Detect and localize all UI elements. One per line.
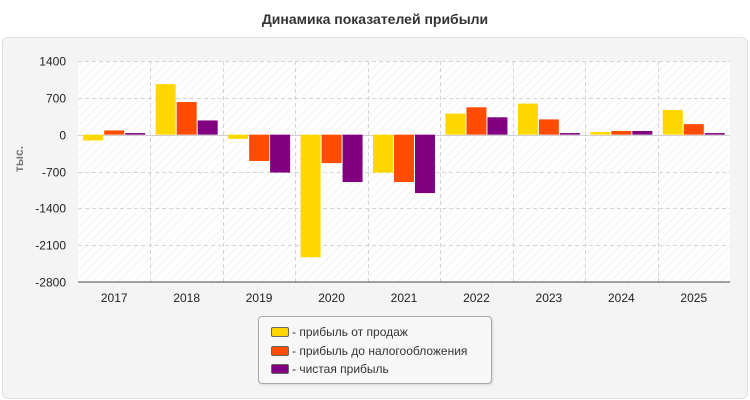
bar-2025-series-1 xyxy=(662,109,683,135)
x-tick-label: 2025 xyxy=(680,291,707,305)
x-tick-label: 2018 xyxy=(173,291,200,305)
x-tick-label: 2020 xyxy=(318,291,345,305)
bar-2020-series-2 xyxy=(321,134,342,164)
y-tick-label: -2100 xyxy=(35,239,66,253)
bar-2018-series-2 xyxy=(176,102,197,135)
y-tick-label: 700 xyxy=(46,92,66,106)
legend-item-pretax-profit: прибыль до налогообложения xyxy=(271,343,467,359)
bar-2021-series-3 xyxy=(415,134,435,194)
y-tick-label: 0 xyxy=(59,129,66,143)
bar-2020-series-3 xyxy=(342,134,363,183)
bar-2022-series-2 xyxy=(466,107,487,135)
x-tick-label: 2023 xyxy=(536,291,563,305)
y-tick-label: -1400 xyxy=(35,202,66,216)
bar-2019-series-3 xyxy=(270,134,291,173)
legend-swatch-net-profit xyxy=(271,364,289,374)
bar-2021-series-2 xyxy=(394,134,414,183)
legend-swatch-sales-profit xyxy=(271,327,289,337)
bar-2024-series-1 xyxy=(590,132,611,135)
legend: прибыль от продаж прибыль до налогооблож… xyxy=(258,316,492,384)
bar-2018-series-3 xyxy=(197,120,218,135)
x-tick-label: 2021 xyxy=(391,291,418,305)
x-tick-label: 2017 xyxy=(101,291,128,305)
legend-swatch-pretax-profit xyxy=(271,346,289,356)
bar-2024-series-3 xyxy=(632,130,653,135)
bar-2017-series-1 xyxy=(83,134,104,141)
y-tick-label: -2800 xyxy=(35,276,66,290)
chart-title: Динамика показателей прибыли xyxy=(261,11,489,27)
bar-2018-series-1 xyxy=(155,84,176,135)
bar-2025-series-3 xyxy=(704,133,725,135)
bar-2021-series-1 xyxy=(373,134,393,173)
bar-2022-series-3 xyxy=(487,117,508,135)
bar-2023-series-1 xyxy=(517,103,538,135)
y-tick-labels: 1400 700 0 -700 -1400 -2100 -2800 xyxy=(35,55,66,290)
bar-2019-series-2 xyxy=(249,134,270,161)
y-tick-label: -700 xyxy=(42,166,66,180)
bar-2017-series-2 xyxy=(104,130,125,135)
x-tick-label: 2022 xyxy=(463,291,490,305)
bars xyxy=(83,84,725,258)
bar-2023-series-3 xyxy=(559,133,580,135)
y-tick-label: 1400 xyxy=(39,55,66,69)
grid xyxy=(78,61,730,282)
x-tick-label: 2019 xyxy=(246,291,273,305)
bar-2022-series-1 xyxy=(445,113,466,135)
bar-2020-series-1 xyxy=(300,134,321,258)
legend-label: чистая прибыль xyxy=(292,362,388,376)
bar-2017-series-3 xyxy=(125,133,146,135)
x-tick-label: 2024 xyxy=(608,291,635,305)
bar-2025-series-2 xyxy=(683,124,704,135)
legend-label: прибыль до налогообложения xyxy=(292,344,467,358)
x-tick-labels: 2017 2018 2019 2020 2021 2022 2023 2024 2025 xyxy=(101,291,708,305)
legend-label: прибыль от продаж xyxy=(292,325,408,339)
bar-2024-series-2 xyxy=(611,130,632,135)
legend-item-net-profit: чистая прибыль xyxy=(271,361,389,377)
y-axis-label: тыс. xyxy=(12,146,26,172)
bar-2019-series-1 xyxy=(228,134,249,139)
legend-item-sales-profit: прибыль от продаж xyxy=(271,324,408,340)
bar-2023-series-2 xyxy=(538,119,559,135)
